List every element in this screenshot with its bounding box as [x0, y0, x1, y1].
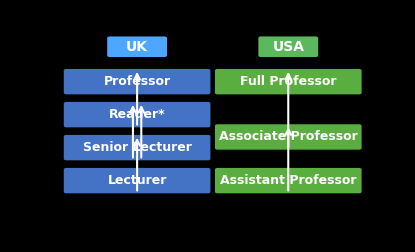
Text: Professor: Professor: [104, 75, 171, 88]
Text: Reader*: Reader*: [109, 108, 166, 121]
Text: Full Professor: Full Professor: [240, 75, 337, 88]
FancyBboxPatch shape: [64, 135, 210, 160]
Text: Senior Lecturer: Senior Lecturer: [83, 141, 192, 154]
FancyBboxPatch shape: [64, 168, 210, 193]
FancyBboxPatch shape: [64, 69, 210, 94]
FancyBboxPatch shape: [64, 102, 210, 127]
Text: Associate Professor: Associate Professor: [219, 131, 358, 143]
FancyBboxPatch shape: [215, 168, 361, 193]
Text: Lecturer: Lecturer: [107, 174, 167, 187]
Text: Assistant Professor: Assistant Professor: [220, 174, 356, 187]
FancyBboxPatch shape: [259, 37, 318, 57]
FancyBboxPatch shape: [107, 37, 167, 57]
FancyBboxPatch shape: [215, 69, 361, 94]
FancyBboxPatch shape: [215, 124, 361, 150]
Text: UK: UK: [126, 40, 148, 54]
Text: USA: USA: [272, 40, 304, 54]
